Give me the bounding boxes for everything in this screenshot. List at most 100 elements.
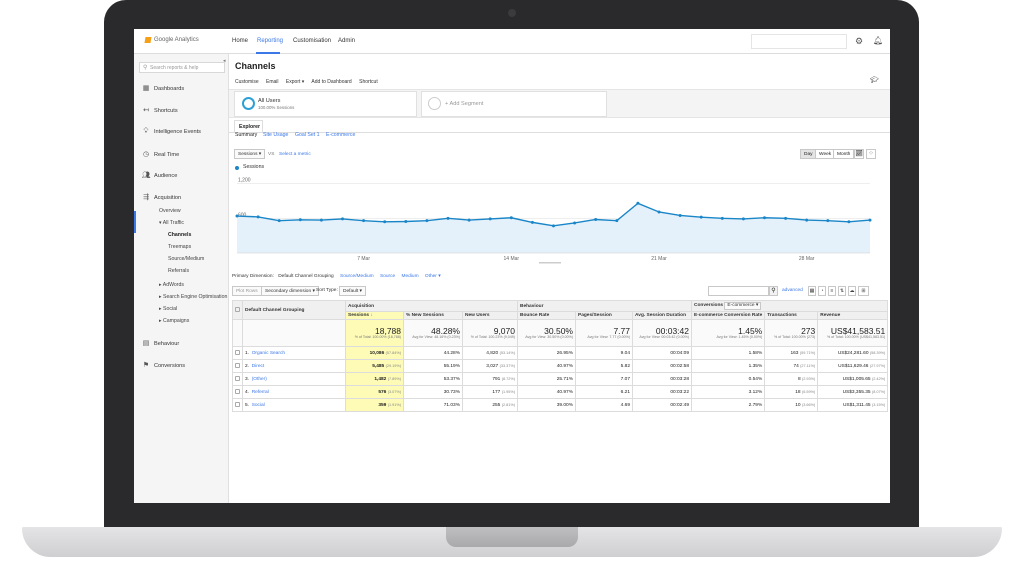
sidebar-sub-social[interactable]: ▸ Social [159,306,178,312]
period-month-button[interactable]: Month [833,149,855,159]
select-metric-link[interactable]: Select a metric [279,152,311,157]
dimension-other[interactable]: Other ▾ [424,274,441,279]
sidebar-sub-treemaps[interactable]: Treemaps [168,244,192,250]
sidebar-sub-referrals[interactable]: Referrals [168,268,190,274]
pie-view-icon[interactable]: ◔ [818,286,826,296]
row-checkbox[interactable] [232,359,243,373]
column-header-bounce-rate[interactable]: Bounce Rate [517,311,576,320]
column-header-pages-session[interactable]: Pages/Session [575,311,633,320]
channel-link[interactable]: (Other) [251,376,267,382]
sidebar-sub-adwords[interactable]: ▸ AdWords [159,282,184,288]
column-header-avg-session-duration[interactable]: Avg. Session Duration [632,311,692,320]
table-row: 1. Organic Search 10,086 (57.84%) 44.28% 4,… [232,346,889,360]
sidebar-item-real-time[interactable]: ◷ Real Time [142,151,180,158]
transactions-value: 10 [795,402,801,408]
customise-button[interactable]: Customise [235,79,259,85]
nav-customisation[interactable]: Customisation [293,38,332,44]
secondary-dimension-select[interactable]: Secondary dimension ▾ [261,286,319,296]
sidebar-item-acquisition[interactable]: ⇶ Acquisition [141,193,181,201]
sidebar-sub-all-traffic[interactable]: ▾ All Traffic [159,220,184,226]
channel-link[interactable]: Social [251,402,265,408]
add-to-dashboard-button[interactable]: Add to Dashboard [311,79,352,85]
subtab-summary[interactable]: Summary [235,132,258,138]
subtab-site-usage[interactable]: Site Usage [263,132,289,138]
sidebar-item-dashboards[interactable]: ▦ Dashboards [142,85,185,92]
sidebar-item-conversions[interactable]: ⚑ Conversions [142,362,186,369]
sidebar-item-intelligence-events[interactable]: 💡︎ Intelligence Events [141,128,201,136]
table-view-icon[interactable]: ▦ [808,286,816,296]
segment-all-users[interactable]: All Users 100.00% Sessions [234,91,417,117]
account-selector[interactable] [751,34,847,49]
pivot-view-icon[interactable]: ⊞ [858,286,869,296]
email-button[interactable]: Email [266,79,279,85]
channel-link[interactable]: Direct [251,363,265,369]
collapse-sidebar-icon[interactable]: ◂ [223,58,226,64]
revenue-value: US$11,629.46 [838,363,869,369]
sidebar-item-shortcuts[interactable]: ↤ Shortcuts [141,106,178,114]
sidebar-sub-overview[interactable]: Overview [159,208,181,214]
data-point [235,214,239,218]
graduation-cap-icon[interactable]: 🎓︎ [870,77,879,84]
performance-view-icon[interactable]: ≡ [828,286,836,296]
sidebar-sub-seo[interactable]: ▸ Search Engine Optimisation [159,294,228,300]
total-new-sessions: 48.28% Avg for View: 48.16% (0.23%) [403,319,463,347]
sidebar-sub-campaigns[interactable]: ▸ Campaigns [159,318,190,324]
dimension-header[interactable]: Default Channel Grouping [242,300,346,320]
dimension-source-medium[interactable]: Source/Medium [340,274,374,279]
dimension-medium[interactable]: Medium [401,274,419,279]
shortcut-button[interactable]: Shortcut [359,79,378,85]
sidebar: ⚲ Search reports & help ◂ ▦ Dashboards ↤ Sh… [134,54,229,503]
table-search-input[interactable] [708,286,769,296]
column-header-transactions[interactable]: Transactions [764,311,819,320]
segment-name: All Users [258,98,281,104]
transactions-percent: (3.66%) [801,402,816,407]
sort-type-label: Sort Type: [316,288,338,293]
column-header-ecommerce-conversion-rate[interactable]: E-commerce Conversion Rate [690,311,766,320]
row-checkbox[interactable] [232,346,243,360]
plot-rows-button[interactable]: Plot Rows [232,286,262,296]
total-bounce-rate: 30.50% Avg for View: 30.50% (0.00%) [517,319,576,347]
column-header-new-sessions[interactable]: % New Sessions [403,311,463,320]
total-revenue: US$41,583.51% of Total: 100.00% (US$41,5… [817,319,889,347]
term-cloud-view-icon[interactable]: ☁ [848,286,856,296]
channel-link[interactable]: Referral [251,389,269,395]
channel-link[interactable]: Organic Search [251,350,286,356]
total-note: Avg for View: 00:03:42 (0.00%) [639,335,689,340]
bell-icon[interactable]: 🔔︎ [873,36,884,45]
dimension-source[interactable]: Source [379,274,396,279]
column-header-sessions[interactable]: Sessions ↓ [345,311,404,320]
column-header-new-users[interactable]: New Users [462,311,518,320]
total-note: % of Total: 100.23% (9,049) [470,335,515,340]
sidebar-sub-source-medium[interactable]: Source/Medium [168,256,205,262]
subtab-ecommerce[interactable]: E-commerce [326,132,356,138]
advanced-filter-link[interactable]: advanced [782,288,803,293]
row-checkbox[interactable] [232,398,243,412]
export-button[interactable]: Export ▾ [285,79,305,85]
sidebar-item-audience[interactable]: 👥︎ Audience [141,172,178,179]
sessions-value: 5,485 [372,363,385,369]
add-segment-button[interactable]: + Add Segment [421,91,607,117]
subtab-goal-set-1[interactable]: Goal Set 1 [295,132,320,138]
row-checkbox[interactable] [232,385,243,399]
sidebar-sub-channels[interactable]: Channels [168,232,192,238]
search-input[interactable]: ⚲ Search reports & help [139,62,225,73]
motion-chart-icon[interactable]: ⁘ [866,149,876,159]
gear-icon[interactable]: ⚙ [855,36,864,46]
comparison-view-icon[interactable]: ⇅ [838,286,846,296]
nav-admin[interactable]: Admin [338,38,356,44]
select-all-checkbox[interactable] [232,300,243,320]
page-title: Channels [235,61,276,71]
sort-type-select[interactable]: Default ▾ [339,286,366,296]
line-chart-icon[interactable]: 📈︎ [854,149,864,159]
conversions-type-select[interactable]: E-commerce ▾ [724,302,762,310]
dimension-default-channel-grouping[interactable]: Default Channel Grouping [278,274,334,279]
metric-select[interactable]: Sessions ▾ [234,149,266,159]
nav-home[interactable]: Home [232,38,249,44]
data-point [573,221,577,225]
intelligence-events-icon: 💡︎ [143,128,149,135]
nav-reporting[interactable]: Reporting [257,38,284,44]
column-header-revenue[interactable]: Revenue [817,311,889,320]
row-checkbox[interactable] [232,372,243,386]
sidebar-item-behaviour[interactable]: ▤ Behaviour [142,340,180,347]
search-icon[interactable]: ⚲ [769,286,778,296]
